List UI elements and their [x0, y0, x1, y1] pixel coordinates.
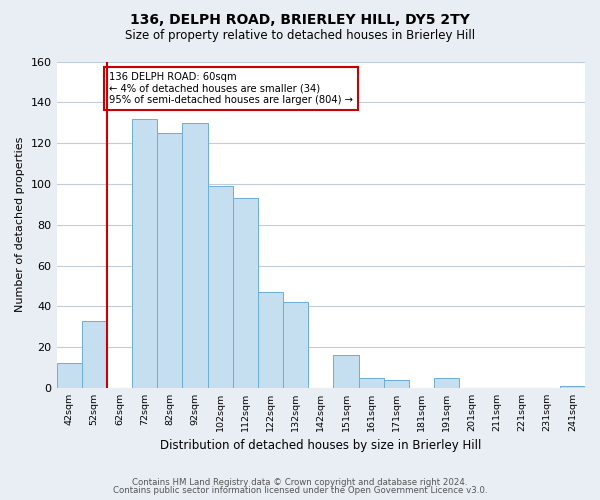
Bar: [283, 302, 308, 388]
Bar: [560, 386, 585, 388]
Bar: [334, 356, 359, 388]
Bar: [258, 292, 283, 388]
Y-axis label: Number of detached properties: Number of detached properties: [15, 137, 25, 312]
Bar: [182, 122, 208, 388]
Bar: [208, 186, 233, 388]
Bar: [233, 198, 258, 388]
Bar: [383, 380, 409, 388]
Bar: [359, 378, 383, 388]
Bar: [56, 364, 82, 388]
Text: Contains HM Land Registry data © Crown copyright and database right 2024.: Contains HM Land Registry data © Crown c…: [132, 478, 468, 487]
X-axis label: Distribution of detached houses by size in Brierley Hill: Distribution of detached houses by size …: [160, 440, 481, 452]
Text: 136, DELPH ROAD, BRIERLEY HILL, DY5 2TY: 136, DELPH ROAD, BRIERLEY HILL, DY5 2TY: [130, 12, 470, 26]
Text: Contains public sector information licensed under the Open Government Licence v3: Contains public sector information licen…: [113, 486, 487, 495]
Bar: [157, 133, 182, 388]
Bar: [132, 118, 157, 388]
Bar: [82, 320, 107, 388]
Bar: [434, 378, 459, 388]
Text: Size of property relative to detached houses in Brierley Hill: Size of property relative to detached ho…: [125, 29, 475, 42]
Text: 136 DELPH ROAD: 60sqm
← 4% of detached houses are smaller (34)
95% of semi-detac: 136 DELPH ROAD: 60sqm ← 4% of detached h…: [109, 72, 353, 105]
